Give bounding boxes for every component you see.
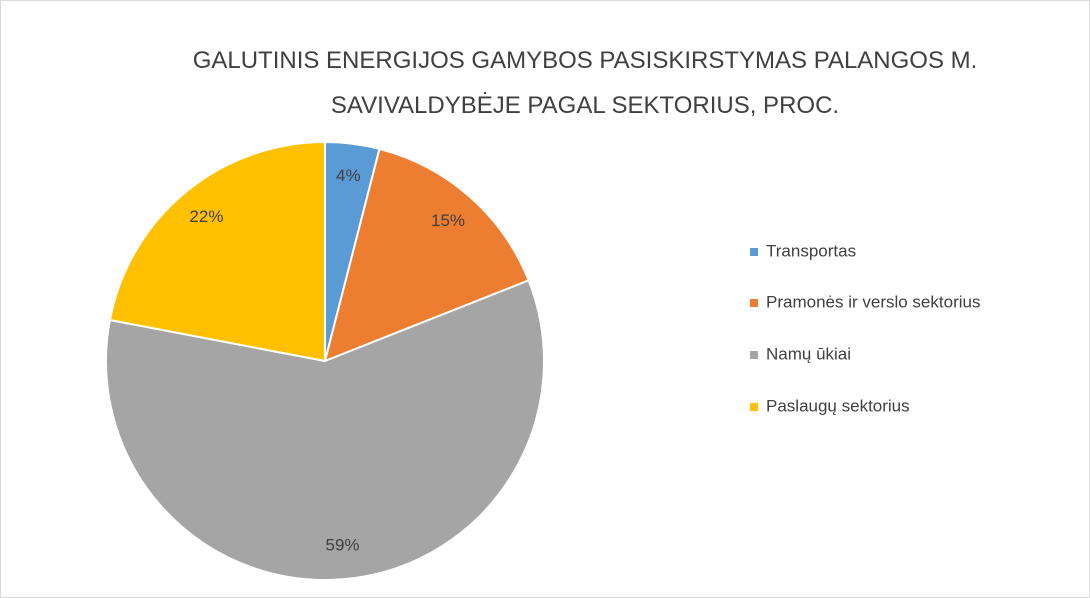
legend-swatch xyxy=(750,299,758,307)
pie-slice xyxy=(323,147,530,363)
legend-label: Paslaugų sektorius xyxy=(766,396,910,415)
legend-swatch xyxy=(750,351,758,359)
chart-title: GALUTINIS ENERGIJOS GAMYBOS PASISKIRSTYM… xyxy=(192,47,978,119)
data-label: 22% xyxy=(189,207,223,226)
pie-slice xyxy=(108,140,326,363)
legend-swatch xyxy=(750,403,758,411)
data-label: 4% xyxy=(336,166,361,185)
legend-swatch xyxy=(750,248,758,256)
legend-label: Pramonės ir verslo sektorius xyxy=(766,292,980,311)
data-label: 59% xyxy=(325,536,359,555)
pie-slice xyxy=(105,279,545,581)
legend-label: Namų ūkiai xyxy=(766,344,851,363)
data-label: 15% xyxy=(431,211,465,230)
legend-label: Transportas xyxy=(766,241,856,260)
